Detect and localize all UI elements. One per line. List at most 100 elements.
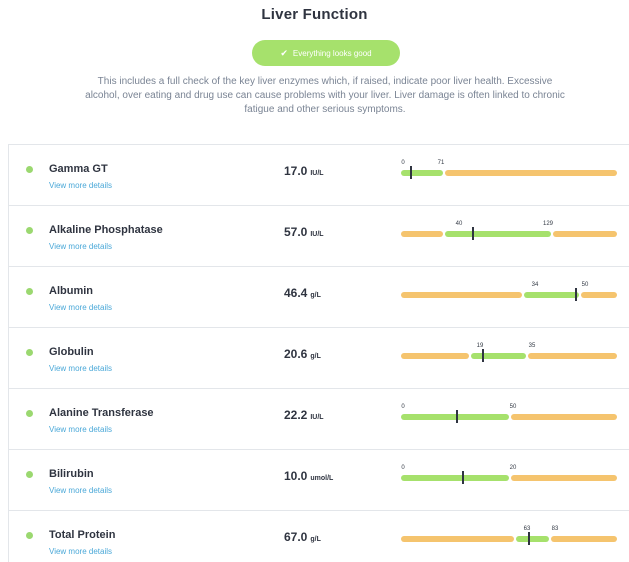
gauge-normal-range-segment xyxy=(445,231,551,237)
test-value-number: 22.2 xyxy=(284,408,308,422)
gauge-low-label: 40 xyxy=(455,221,463,227)
gauge-high-label: 83 xyxy=(551,526,559,532)
test-value-unit: g/L xyxy=(310,536,321,543)
status-badge: ✔ Everything looks good xyxy=(252,40,400,66)
gauge-low-label: 63 xyxy=(523,526,531,532)
status-dot-icon xyxy=(26,532,33,539)
gauge-normal-range-segment xyxy=(524,292,579,298)
status-dot-icon xyxy=(26,349,33,356)
test-value: 57.0 IU/L xyxy=(284,225,324,239)
gauge-high-label: 129 xyxy=(542,221,554,227)
gauge-high-label: 35 xyxy=(528,343,536,349)
gauge-value-marker xyxy=(472,227,474,240)
checkmark-icon: ✔ xyxy=(280,47,288,58)
gauge-normal-range-segment xyxy=(401,414,509,420)
range-gauge: 0 50 xyxy=(401,397,617,431)
test-value: 67.0 g/L xyxy=(284,530,321,544)
status-badge-label: Everything looks good xyxy=(292,48,372,58)
test-value-number: 17.0 xyxy=(284,164,308,178)
range-gauge: 63 83 xyxy=(401,519,617,553)
gauge-value-marker xyxy=(456,410,458,423)
gauge-above-range-segment xyxy=(511,475,617,481)
view-more-details-link[interactable]: View more details xyxy=(49,547,112,556)
test-row-gamma-gt: Gamma GT View more details 17.0 IU/L 0 71 xyxy=(9,145,629,206)
test-value-unit: IU/L xyxy=(310,414,324,421)
status-dot-icon xyxy=(26,166,33,173)
gauge-normal-range-segment xyxy=(401,475,509,481)
gauge-above-range-segment xyxy=(511,414,617,420)
gauge-above-range-segment xyxy=(528,353,617,359)
view-more-details-link[interactable]: View more details xyxy=(49,486,112,495)
test-value: 20.6 g/L xyxy=(284,347,321,361)
gauge-high-label: 50 xyxy=(581,282,589,288)
test-value-unit: umol/L xyxy=(310,475,334,482)
gauge-high-label: 20 xyxy=(509,465,517,471)
test-value-unit: IU/L xyxy=(310,231,324,238)
gauge-above-range-segment xyxy=(581,292,617,298)
test-value: 22.2 IU/L xyxy=(284,408,324,422)
gauge-below-range-segment xyxy=(401,292,522,298)
test-value: 17.0 IU/L xyxy=(284,164,324,178)
test-name: Albumin xyxy=(49,285,93,297)
test-value-unit: g/L xyxy=(310,353,321,360)
gauge-low-label: 0 xyxy=(401,160,405,166)
view-more-details-link[interactable]: View more details xyxy=(49,364,112,373)
test-value-number: 67.0 xyxy=(284,530,308,544)
gauge-low-label: 0 xyxy=(401,465,405,471)
gauge-above-range-segment xyxy=(445,170,617,176)
view-more-details-link[interactable]: View more details xyxy=(49,181,112,190)
test-row-alkaline-phosphatase: Alkaline Phosphatase View more details 57.… xyxy=(9,206,629,267)
gauge-low-label: 34 xyxy=(531,282,539,288)
test-value: 46.4 g/L xyxy=(284,286,321,300)
test-row-total-protein: Total Protein View more details 67.0 g/L 63 8… xyxy=(9,511,629,562)
gauge-value-marker xyxy=(575,288,577,301)
status-dot-icon xyxy=(26,471,33,478)
test-row-globulin: Globulin View more details 20.6 g/L 19 35 xyxy=(9,328,629,389)
test-value-number: 20.6 xyxy=(284,347,308,361)
gauge-value-marker xyxy=(462,471,464,484)
range-gauge: 19 35 xyxy=(401,336,617,370)
test-name: Bilirubin xyxy=(49,468,94,480)
gauge-low-label: 0 xyxy=(401,404,405,410)
page-title: Liver Function xyxy=(261,6,368,23)
gauge-normal-range-segment xyxy=(516,536,549,542)
test-value-unit: g/L xyxy=(310,292,321,299)
gauge-below-range-segment xyxy=(401,536,514,542)
range-gauge: 0 20 xyxy=(401,458,617,492)
test-list: Gamma GT View more details 17.0 IU/L 0 71 Alka… xyxy=(8,144,629,562)
range-gauge: 0 71 xyxy=(401,153,617,187)
gauge-normal-range-segment xyxy=(471,353,526,359)
gauge-above-range-segment xyxy=(553,231,617,237)
test-row-alanine-transferase: Alanine Transferase View more details 22.2… xyxy=(9,389,629,450)
gauge-value-marker xyxy=(410,166,412,179)
test-value: 10.0 umol/L xyxy=(284,469,333,483)
test-row-albumin: Albumin View more details 46.4 g/L 34 50 xyxy=(9,267,629,328)
range-gauge: 34 50 xyxy=(401,275,617,309)
intro-text: This includes a full check of the key li… xyxy=(85,76,565,115)
gauge-below-range-segment xyxy=(401,353,469,359)
gauge-low-label: 19 xyxy=(476,343,484,349)
test-value-number: 46.4 xyxy=(284,286,308,300)
test-name: Globulin xyxy=(49,346,94,358)
gauge-high-label: 50 xyxy=(509,404,517,410)
view-more-details-link[interactable]: View more details xyxy=(49,425,112,434)
gauge-value-marker xyxy=(482,349,484,362)
test-value-number: 10.0 xyxy=(284,469,308,483)
gauge-value-marker xyxy=(528,532,530,545)
range-gauge: 40 129 xyxy=(401,214,617,248)
status-dot-icon xyxy=(26,288,33,295)
status-dot-icon xyxy=(26,227,33,234)
test-value-unit: IU/L xyxy=(310,170,324,177)
test-name: Alanine Transferase xyxy=(49,407,154,419)
gauge-above-range-segment xyxy=(551,536,617,542)
gauge-high-label: 71 xyxy=(437,160,445,166)
view-more-details-link[interactable]: View more details xyxy=(49,242,112,251)
test-name: Gamma GT xyxy=(49,163,108,175)
view-more-details-link[interactable]: View more details xyxy=(49,303,112,312)
gauge-below-range-segment xyxy=(401,231,443,237)
status-dot-icon xyxy=(26,410,33,417)
gauge-normal-range-segment xyxy=(401,170,443,176)
test-row-bilirubin: Bilirubin View more details 10.0 umol/L 0 20 xyxy=(9,450,629,511)
test-name: Total Protein xyxy=(49,529,116,541)
test-name: Alkaline Phosphatase xyxy=(49,224,163,236)
